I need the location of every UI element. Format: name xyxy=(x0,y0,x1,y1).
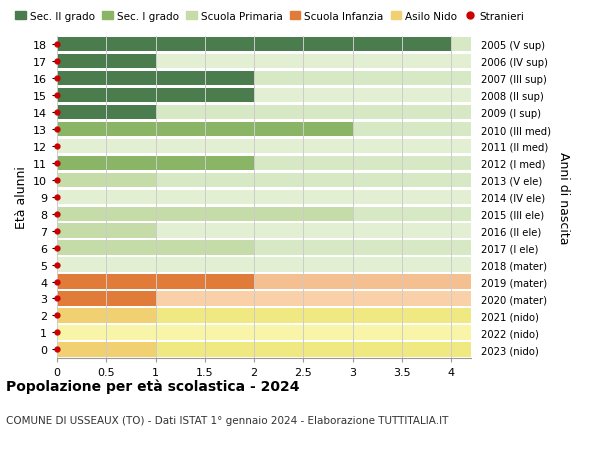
Bar xyxy=(57,123,353,137)
Bar xyxy=(57,106,471,120)
Bar xyxy=(57,38,451,52)
Bar xyxy=(57,173,155,188)
Bar xyxy=(57,89,471,103)
Y-axis label: Età alunni: Età alunni xyxy=(14,166,28,229)
Text: Popolazione per età scolastica - 2024: Popolazione per età scolastica - 2024 xyxy=(6,379,299,393)
Bar xyxy=(57,308,471,323)
Bar xyxy=(57,308,155,323)
Bar xyxy=(57,342,155,357)
Bar xyxy=(57,291,471,306)
Bar xyxy=(57,224,471,238)
Bar xyxy=(57,106,155,120)
Text: COMUNE DI USSEAUX (TO) - Dati ISTAT 1° gennaio 2024 - Elaborazione TUTTITALIA.IT: COMUNE DI USSEAUX (TO) - Dati ISTAT 1° g… xyxy=(6,415,448,425)
Bar xyxy=(57,89,254,103)
Bar xyxy=(57,275,471,289)
Bar xyxy=(57,157,254,171)
Bar xyxy=(57,38,471,52)
Y-axis label: Anni di nascita: Anni di nascita xyxy=(557,151,570,244)
Bar xyxy=(57,291,155,306)
Bar xyxy=(57,190,471,205)
Bar xyxy=(57,325,471,340)
Bar xyxy=(57,72,254,86)
Legend: Sec. II grado, Sec. I grado, Scuola Primaria, Scuola Infanzia, Asilo Nido, Stran: Sec. II grado, Sec. I grado, Scuola Prim… xyxy=(11,7,529,26)
Bar xyxy=(57,55,471,69)
Bar xyxy=(57,173,471,188)
Bar xyxy=(57,342,471,357)
Bar xyxy=(57,72,471,86)
Bar xyxy=(57,123,471,137)
Bar xyxy=(57,275,254,289)
Bar xyxy=(57,207,353,221)
Bar xyxy=(57,224,155,238)
Bar xyxy=(57,157,471,171)
Bar xyxy=(57,207,471,221)
Bar xyxy=(57,140,471,154)
Bar xyxy=(57,241,254,255)
Bar xyxy=(57,55,155,69)
Bar xyxy=(57,241,471,255)
Bar xyxy=(57,258,471,272)
